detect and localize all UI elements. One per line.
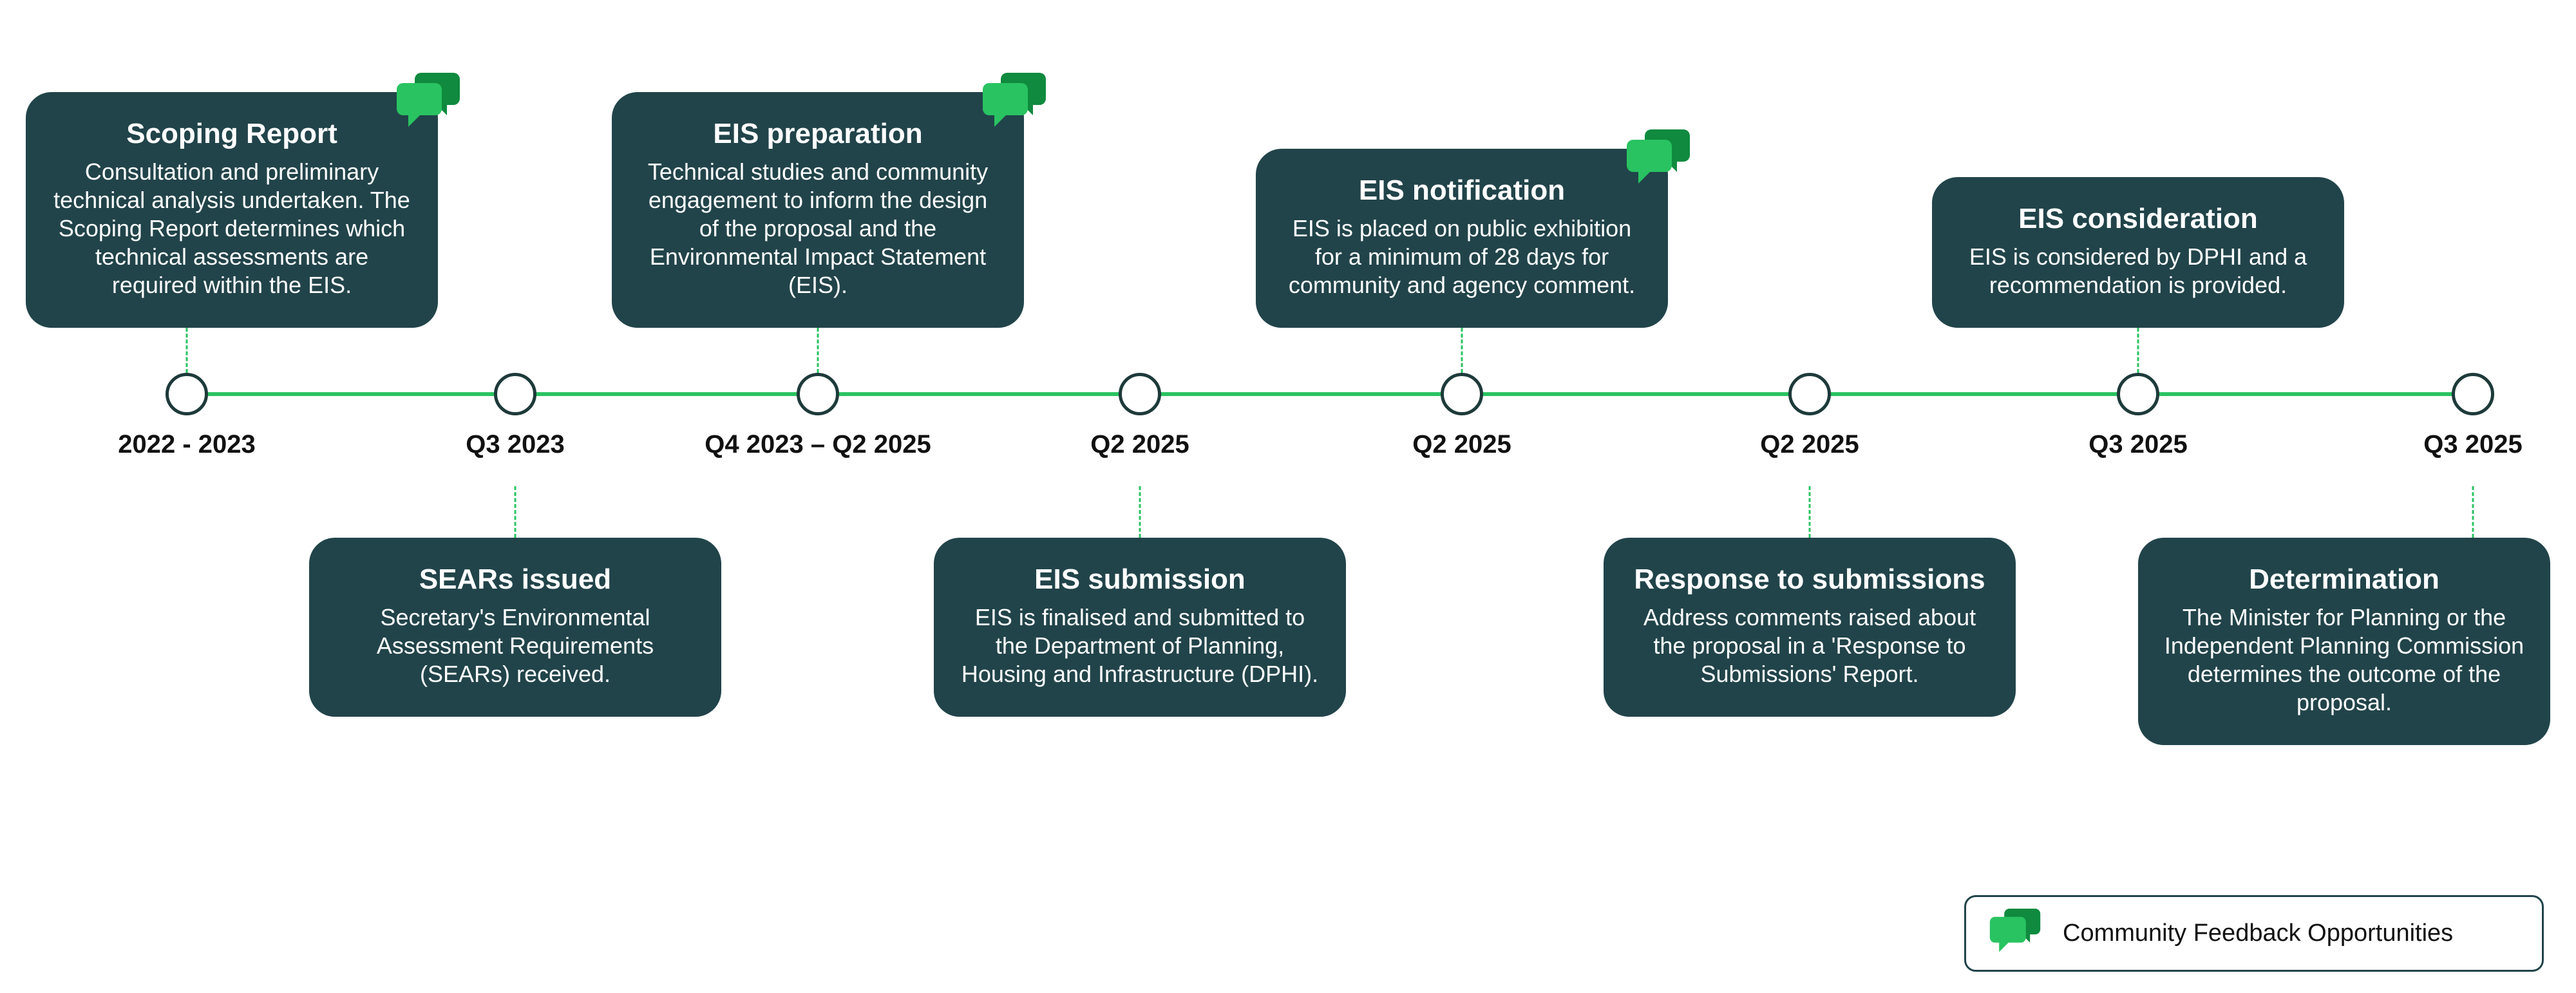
chat-bubbles-icon — [393, 73, 464, 134]
chat-bubbles-icon — [1623, 129, 1694, 191]
connector — [515, 486, 516, 538]
date-label: Q2 2025 — [1760, 430, 1859, 459]
date-label: Q3 2025 — [2088, 430, 2187, 459]
card-title: Determination — [2164, 563, 2524, 596]
card-desc: EIS is considered by DPHI and a recommen… — [1958, 243, 2318, 299]
connector — [2472, 486, 2474, 538]
milestone-card: EIS preparation Technical studies and co… — [612, 92, 1024, 328]
date-label: Q3 2023 — [466, 430, 564, 459]
connector — [817, 328, 819, 373]
chat-bubbles-icon — [979, 73, 1050, 134]
timeline-node — [2117, 373, 2159, 415]
connector — [2137, 328, 2139, 373]
timeline-node — [1788, 373, 1831, 415]
timeline-node — [494, 373, 536, 415]
milestone-card: EIS consideration EIS is considered by D… — [1932, 177, 2344, 328]
legend-text: Community Feedback Opportunities — [2063, 920, 2453, 947]
milestone-card: EIS notification EIS is placed on public… — [1256, 149, 1668, 328]
timeline-node — [797, 373, 839, 415]
connector — [1461, 328, 1463, 373]
card-desc: EIS is finalised and submitted to the De… — [960, 603, 1320, 688]
card-title: EIS submission — [960, 563, 1320, 596]
date-label: Q2 2025 — [1412, 430, 1511, 459]
card-title: EIS notification — [1282, 175, 1642, 207]
card-desc: EIS is placed on public exhibition for a… — [1282, 214, 1642, 299]
milestone-card: EIS submission EIS is finalised and subm… — [934, 538, 1346, 717]
milestone-card: Scoping Report Consultation and prelimin… — [26, 92, 438, 328]
card-title: EIS preparation — [638, 118, 998, 150]
date-label: Q3 2025 — [2423, 430, 2522, 459]
connector — [1809, 486, 1811, 538]
milestone-card: Response to submissions Address comments… — [1604, 538, 2016, 717]
date-label: 2022 - 2023 — [118, 430, 256, 459]
card-desc: The Minister for Planning or the Indepen… — [2164, 603, 2524, 717]
timeline-node — [2452, 373, 2494, 415]
date-label: Q4 2023 – Q2 2025 — [705, 430, 931, 459]
connector — [1139, 486, 1141, 538]
legend-box: Community Feedback Opportunities — [1964, 895, 2544, 972]
connector — [186, 328, 188, 373]
card-desc: Consultation and preliminary technical a… — [52, 158, 412, 299]
timeline-node — [1119, 373, 1161, 415]
card-desc: Address comments raised about the propos… — [1629, 603, 1990, 688]
card-title: Response to submissions — [1629, 563, 1990, 596]
card-title: SEARs issued — [335, 563, 696, 596]
milestone-card: Determination The Minister for Planning … — [2138, 538, 2550, 745]
timeline-diagram: 2022 - 2023 Scoping Report Consultation … — [0, 0, 2576, 993]
card-desc: Technical studies and community engageme… — [638, 158, 998, 299]
date-label: Q2 2025 — [1090, 430, 1189, 459]
card-title: EIS consideration — [1958, 203, 2318, 235]
milestone-card: SEARs issued Secretary's Environmental A… — [309, 538, 721, 717]
timeline-node — [166, 373, 208, 415]
chat-bubbles-icon — [1987, 909, 2043, 958]
card-title: Scoping Report — [52, 118, 412, 150]
card-desc: Secretary's Environmental Assessment Req… — [335, 603, 696, 688]
timeline-node — [1441, 373, 1483, 415]
